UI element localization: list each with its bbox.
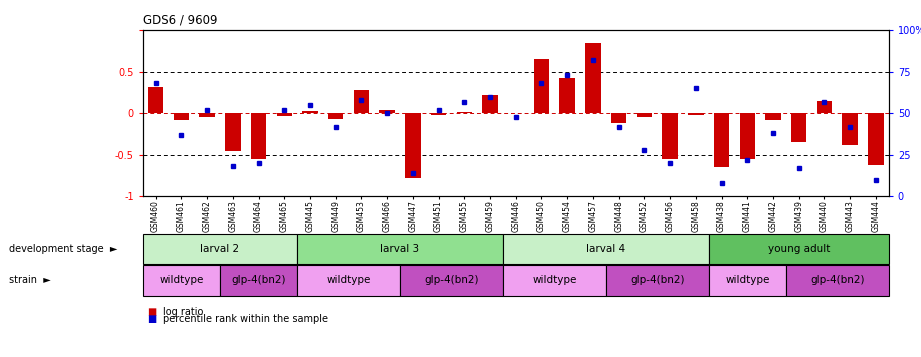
Bar (483, 95, 497, 113)
Bar (405, 113, 421, 178)
Bar (817, 101, 833, 113)
Bar (276, 113, 292, 116)
Bar (606, 265, 708, 296)
Text: young adult: young adult (767, 244, 830, 254)
Text: wildtype: wildtype (532, 275, 577, 286)
Text: ■: ■ (147, 314, 157, 324)
Bar (143, 265, 220, 296)
Bar (503, 265, 606, 296)
Bar (199, 113, 215, 117)
Bar (585, 43, 600, 113)
Bar (220, 265, 297, 296)
Bar (148, 87, 163, 113)
Text: wildtype: wildtype (725, 275, 769, 286)
Text: glp-4(bn2): glp-4(bn2) (231, 275, 286, 286)
Bar (143, 234, 297, 264)
Bar (225, 113, 240, 151)
Bar (869, 113, 883, 165)
Text: glp-4(bn2): glp-4(bn2) (630, 275, 684, 286)
Text: wildtype: wildtype (159, 275, 204, 286)
Bar (431, 113, 447, 115)
Bar (559, 79, 575, 113)
Bar (688, 113, 704, 115)
Text: log ratio: log ratio (163, 307, 204, 317)
Bar (714, 113, 729, 167)
Text: ■: ■ (147, 307, 157, 317)
Bar (174, 113, 189, 120)
Bar (251, 113, 266, 159)
Bar (379, 110, 395, 113)
Bar (297, 265, 400, 296)
Bar (786, 265, 889, 296)
Text: strain  ►: strain ► (9, 275, 51, 286)
Bar (843, 113, 857, 145)
Bar (636, 113, 652, 117)
Bar (740, 113, 755, 159)
Bar (791, 113, 807, 142)
Bar (503, 234, 708, 264)
Bar (708, 234, 889, 264)
Text: wildtype: wildtype (326, 275, 371, 286)
Bar (354, 90, 369, 113)
Bar (302, 111, 318, 113)
Bar (534, 59, 549, 113)
Text: larval 3: larval 3 (380, 244, 420, 254)
Bar (297, 234, 503, 264)
Bar (328, 113, 344, 119)
Text: percentile rank within the sample: percentile rank within the sample (163, 314, 328, 324)
Bar (708, 265, 786, 296)
Text: larval 4: larval 4 (587, 244, 625, 254)
Text: development stage  ►: development stage ► (9, 244, 118, 254)
Bar (400, 265, 503, 296)
Text: GDS6 / 9609: GDS6 / 9609 (143, 14, 217, 27)
Text: glp-4(bn2): glp-4(bn2) (425, 275, 479, 286)
Bar (457, 112, 472, 113)
Bar (765, 113, 781, 120)
Bar (611, 113, 626, 123)
Bar (662, 113, 678, 159)
Text: glp-4(bn2): glp-4(bn2) (810, 275, 865, 286)
Text: larval 2: larval 2 (201, 244, 239, 254)
